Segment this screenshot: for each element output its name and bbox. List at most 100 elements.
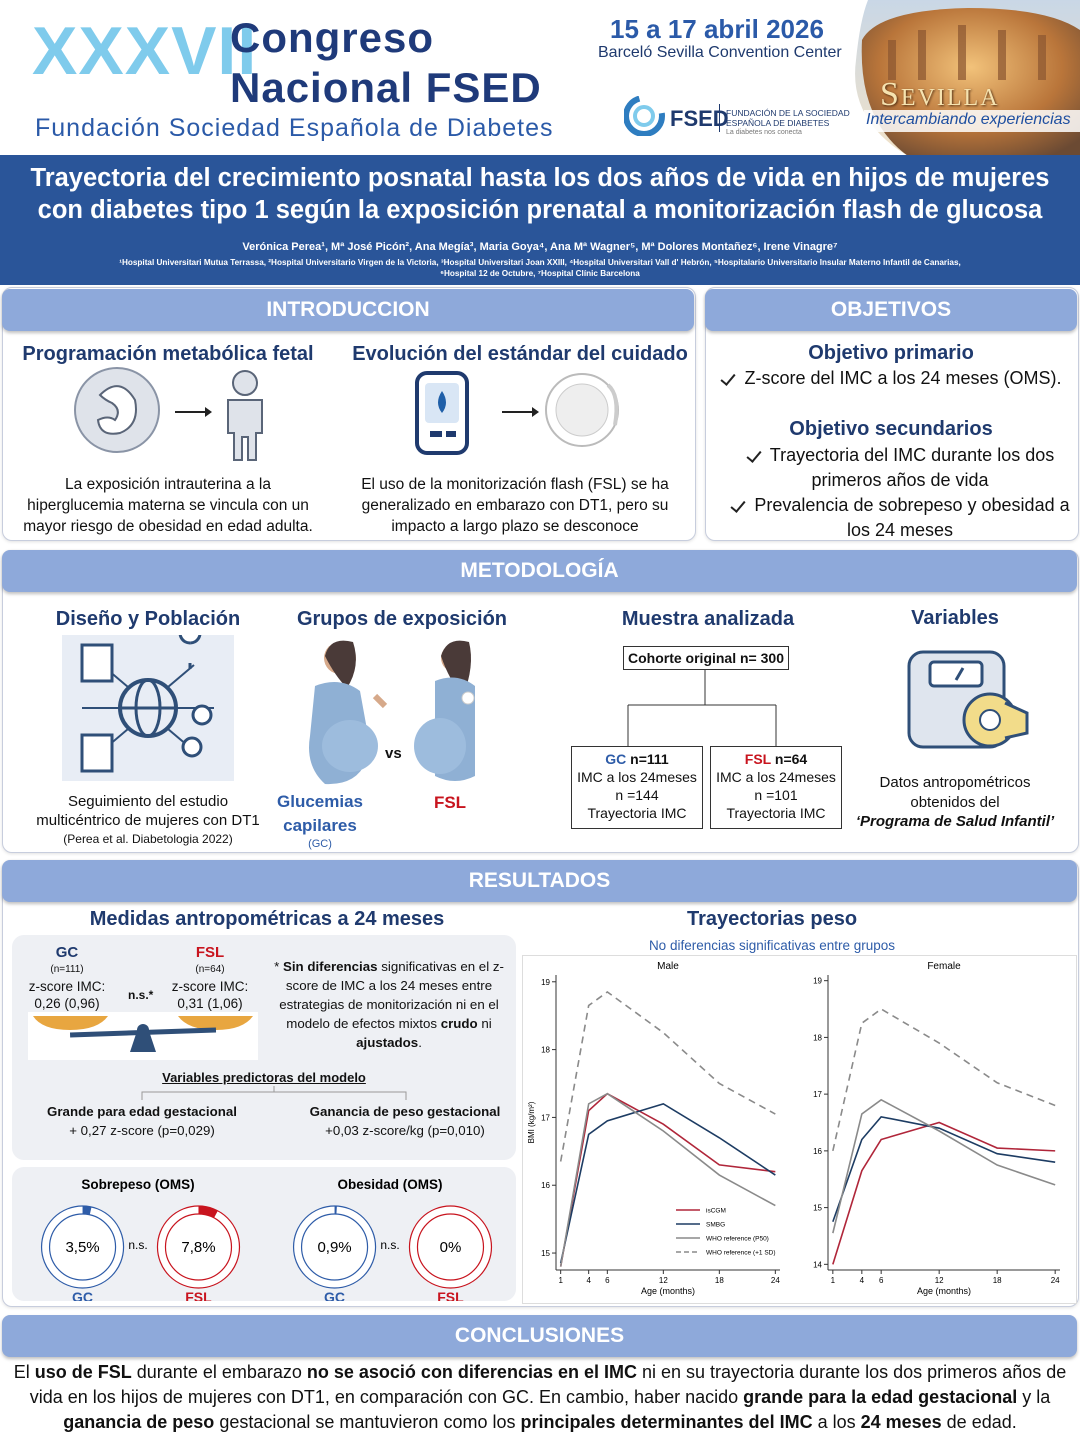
objective-item: Prevalencia de sobrepeso y obesidad a lo…	[730, 495, 1069, 540]
design-icon	[62, 635, 234, 781]
x-tick-label: 12	[935, 1276, 944, 1285]
text-run: grande para la edad gestacional	[743, 1387, 1018, 1407]
flow-line: Trayectoria IMC	[587, 805, 687, 821]
city-tagline: Intercambiando experiencias	[866, 111, 1071, 128]
group-n: (n=111)	[50, 964, 84, 975]
annotation: n.s.	[128, 1238, 147, 1252]
flow-group: GC	[605, 751, 627, 767]
flow-group: FSL	[744, 751, 771, 767]
x-tick-label: 6	[605, 1276, 610, 1285]
methods-title: Muestra analizada	[621, 608, 795, 630]
title-line: Trayectoria del crecimiento posnatal has…	[30, 164, 1050, 192]
text-run: *	[274, 959, 283, 974]
x-tick-label: 18	[715, 1276, 724, 1285]
flow-head: FSL n=64	[711, 750, 841, 768]
predictor-effect: +0,03 z-score/kg (p=0,010)	[325, 1123, 485, 1138]
objective-list: Trayectoria del IMC durante los dos prim…	[730, 443, 1070, 543]
x-tick-label: 1	[558, 1276, 563, 1285]
x-tick-label: 24	[771, 1276, 780, 1285]
section-heading: CONCLUSIONES	[2, 1315, 1077, 1357]
flow-head: GC n=111	[572, 750, 702, 768]
text-run: gestacional se mantuvieron como los	[214, 1412, 521, 1432]
results-note: No diferencias significativas entre grup…	[648, 938, 896, 953]
group-gc: Glucemias capilares	[277, 792, 363, 835]
objective-item: Z-score del IMC a los 24 meses (OMS).	[720, 368, 1061, 388]
congress-line: Congreso	[230, 14, 435, 61]
group-label: GC	[55, 944, 79, 961]
text-run: El	[13, 1362, 35, 1382]
design-reference: (Perea et al. Diabetologia 2022)	[63, 832, 233, 846]
authors: Verónica Perea¹, Mª José Picón², Ana Meg…	[242, 241, 838, 253]
chart-title: Obesidad (OMS)	[337, 1177, 442, 1192]
logo-text: ESPAÑOLA DE DIABETES	[726, 118, 830, 128]
legend-label: isCGM	[706, 1208, 726, 1215]
intro-icons	[74, 367, 619, 461]
flow-line: IMC a los 24meses	[716, 769, 836, 785]
group-label: FSL	[195, 944, 225, 961]
predictor-name: Grande para edad gestacional	[47, 1104, 237, 1119]
data-label: 3,5%	[65, 1239, 99, 1256]
methods-title: Grupos de exposición	[296, 608, 508, 630]
series-line	[832, 1121, 1056, 1265]
section-heading: OBJETIVOS	[705, 289, 1077, 331]
title-banner	[0, 155, 1080, 285]
comparison: n.s.*	[128, 988, 154, 1002]
intro-text: El uso de la monitorización flash (FSL) …	[361, 476, 669, 535]
group-metric: z-score IMC:	[28, 979, 106, 994]
flow-line: Trayectoria IMC	[726, 805, 826, 821]
flow-lines	[627, 669, 777, 747]
y-tick-label: 18	[813, 1033, 822, 1042]
objective-title: Objetivo secundarios	[789, 418, 993, 440]
results-title: Medidas antropométricas a 24 meses	[89, 908, 445, 930]
venue: Barceló Sevilla Convention Center	[598, 44, 842, 61]
donut-chart: Obesidad (OMS) n.s. 0,9% GC 0% FSL	[292, 1177, 493, 1301]
fsl-box: FSL n=64 IMC a los 24meses n =101 Trayec…	[710, 746, 842, 829]
legend-label: SMBG	[706, 1222, 725, 1229]
chart-title: Sobrepeso (OMS)	[81, 1177, 194, 1192]
versus: vs	[385, 745, 402, 762]
predictor-effect: + 0,27 z-score (p=0,029)	[69, 1123, 215, 1138]
group-n: (n=64)	[195, 964, 225, 975]
data-label: 7,8%	[181, 1239, 215, 1256]
donut-arc	[198, 1206, 218, 1218]
design-text: Seguimiento del estudio multicéntrico de…	[36, 793, 260, 829]
category-label: FSL	[185, 1289, 212, 1301]
text-run: ni	[477, 1016, 492, 1031]
methods-title: Diseño y Población	[55, 608, 241, 630]
objective-list: Z-score del IMC a los 24 meses (OMS).	[705, 368, 1077, 389]
chart-title: Female	[927, 961, 961, 972]
x-tick-label: 4	[860, 1276, 865, 1285]
text-run: de edad.	[941, 1412, 1017, 1432]
logo-text: FUNDACIÓN DE LA SOCIEDAD	[726, 108, 850, 118]
series-line	[559, 1092, 776, 1267]
flow-line: n =144	[615, 787, 659, 803]
chart-title: Male	[657, 961, 679, 972]
series-line	[559, 1092, 776, 1267]
y-tick-label: 16	[541, 1181, 550, 1190]
foundation: Fundación Sociedad Española de Diabetes	[35, 114, 554, 142]
text-run: uso de FSL	[34, 1362, 132, 1382]
series-line	[559, 990, 776, 1162]
text-run: ni en su trayectoria durante los dos pri…	[29, 1362, 1067, 1407]
flow-line: IMC a los 24meses	[577, 769, 697, 785]
series-line	[832, 1008, 1056, 1152]
data-label: 0,9%	[317, 1239, 351, 1256]
group-fsl: FSL	[433, 793, 467, 812]
edition: XXXVII	[32, 13, 258, 89]
y-tick-label: 18	[541, 1046, 550, 1055]
title-line: con diabetes tipo 1 según la exposición …	[37, 196, 1043, 224]
data-label: 0%	[440, 1239, 462, 1256]
group-metric: z-score IMC:	[171, 979, 249, 994]
balance-icon	[28, 1012, 258, 1060]
results-footnote: * Sin diferencias significativas en el z…	[266, 957, 512, 1052]
flow-n: n=111	[630, 751, 669, 767]
text-run: Sin diferencias	[282, 959, 378, 974]
category-label: FSL	[437, 1289, 464, 1301]
predictor-name: Ganancia de peso gestacional	[309, 1104, 501, 1119]
variables-source: ‘Programa de Salud Infantil’	[855, 813, 1055, 830]
conclusions-text: El uso de FSL durante el embarazo no se …	[8, 1360, 1072, 1435]
city-image	[855, 0, 1080, 156]
